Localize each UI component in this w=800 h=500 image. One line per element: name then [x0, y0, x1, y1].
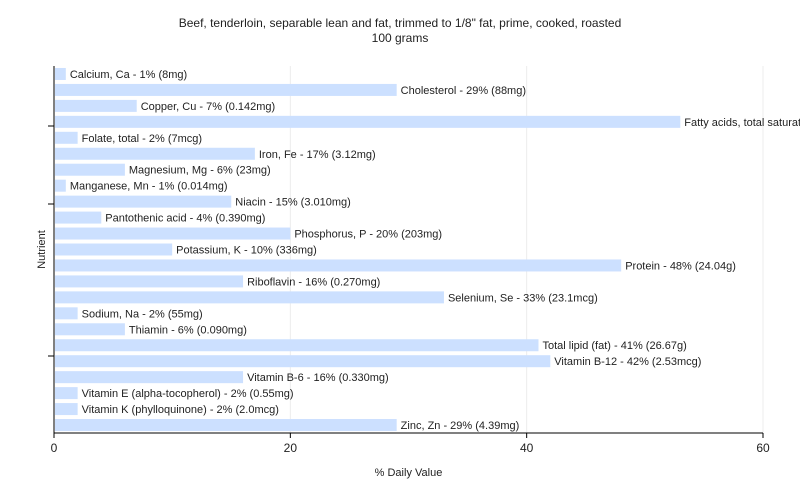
y-axis-label: Nutrient — [36, 230, 48, 269]
bar-label-14: Riboflavin - 16% (0.270mg) — [247, 276, 380, 288]
x-axis-label: % Daily Value — [375, 467, 443, 479]
bar-2 — [55, 83, 397, 96]
bar-12 — [55, 243, 173, 256]
bar-label-2: Cholesterol - 29% (88mg) — [401, 85, 526, 97]
bar-17 — [55, 323, 125, 336]
x-tick-label-60: 60 — [756, 441, 770, 455]
axes: 0 20 40 60 — [48, 66, 770, 455]
x-tick-label-20: 20 — [284, 441, 298, 455]
bar-20 — [55, 371, 244, 384]
bar-label-10: Pantothenic acid - 4% (0.390mg) — [105, 213, 265, 225]
bar-label-20: Vitamin B-6 - 16% (0.330mg) — [247, 372, 389, 384]
chart-title-block: Beef, tenderloin, separable lean and fat… — [0, 16, 800, 46]
bar-label-7: Magnesium, Mg - 6% (23mg) — [129, 165, 271, 177]
bar-label-5: Folate, total - 2% (7mcg) — [82, 133, 202, 145]
bar-label-6: Iron, Fe - 17% (3.12mg) — [259, 149, 376, 161]
bar-13 — [55, 259, 622, 272]
bar-14 — [55, 275, 244, 288]
bars — [55, 67, 681, 432]
bar-5 — [55, 131, 78, 144]
bar-label-15: Selenium, Se - 33% (23.1mcg) — [448, 292, 598, 304]
bar-label-17: Thiamin - 6% (0.090mg) — [129, 324, 247, 336]
bar-18 — [55, 339, 539, 352]
bar-label-8: Manganese, Mn - 1% (0.014mg) — [70, 181, 228, 193]
bar-4 — [55, 115, 681, 128]
bar-23 — [55, 419, 397, 432]
bar-label-18: Total lipid (fat) - 41% (26.67g) — [542, 340, 686, 352]
bar-1 — [55, 67, 66, 80]
bar-label-13: Protein - 48% (24.04g) — [625, 260, 736, 272]
chart-title: Beef, tenderloin, separable lean and fat… — [178, 16, 622, 30]
bar-label-21: Vitamin E (alpha-tocopherol) - 2% (0.55m… — [82, 388, 294, 400]
bar-21 — [55, 387, 78, 400]
bar-label-22: Vitamin K (phylloquinone) - 2% (2.0mcg) — [82, 404, 279, 416]
bar-15 — [55, 291, 444, 304]
bar-label-19: Vitamin B-12 - 42% (2.53mcg) — [554, 356, 701, 368]
bar-11 — [55, 227, 291, 240]
bar-label-3: Copper, Cu - 7% (0.142mg) — [141, 101, 276, 113]
bar-label-4: Fatty acids, total saturated - 53% (10.6… — [684, 117, 800, 129]
bar-8 — [55, 179, 66, 192]
bar-16 — [55, 307, 78, 320]
bar-10 — [55, 211, 102, 224]
bar-22 — [55, 403, 78, 416]
chart-subtitle: 100 grams — [371, 31, 429, 45]
bar-label-12: Potassium, K - 10% (336mg) — [176, 245, 317, 257]
bar-3 — [55, 99, 137, 112]
x-tick-label-40: 40 — [520, 441, 534, 455]
bar-label-16: Sodium, Na - 2% (55mg) — [82, 308, 203, 320]
bar-6 — [55, 147, 255, 160]
bar-labels: Calcium, Ca - 1% (8mg) Cholesterol - 29% … — [70, 69, 800, 432]
bar-label-23: Zinc, Zn - 29% (4.39mg) — [401, 420, 520, 432]
bar-label-9: Niacin - 15% (3.010mg) — [235, 197, 351, 209]
bar-7 — [55, 163, 125, 176]
bar-19 — [55, 355, 551, 368]
x-tick-label-0: 0 — [51, 441, 58, 455]
bar-label-11: Phosphorus, P - 20% (203mg) — [294, 229, 442, 241]
bar-label-1: Calcium, Ca - 1% (8mg) — [70, 69, 187, 81]
bar-9 — [55, 195, 232, 208]
